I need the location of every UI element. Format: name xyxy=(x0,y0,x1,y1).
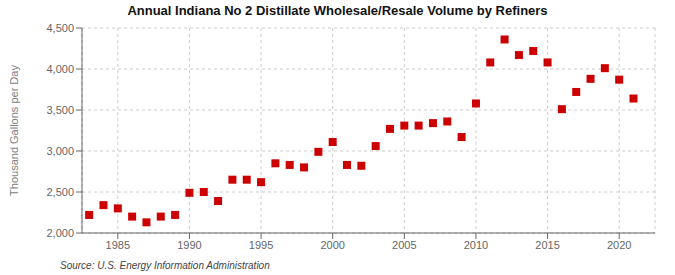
html-text:Source: U.S. Energy Informatio: Source: U.S. Energy Information Administ… xyxy=(60,260,270,271)
svg-text:1985: 1985 xyxy=(106,239,130,251)
svg-text:3,000: 3,000 xyxy=(46,145,74,157)
svg-text:2,000: 2,000 xyxy=(46,227,74,239)
svg-text:2015: 2015 xyxy=(535,239,559,251)
svg-text:3,500: 3,500 xyxy=(46,104,74,116)
svg-text:Thousand Gallons per Day: Thousand Gallons per Day xyxy=(8,65,20,196)
svg-text:1995: 1995 xyxy=(249,239,273,251)
svg-text:1990: 1990 xyxy=(177,239,201,251)
svg-text:2005: 2005 xyxy=(392,239,416,251)
svg-text:2010: 2010 xyxy=(464,239,488,251)
svg-text:4,000: 4,000 xyxy=(46,63,74,75)
svg-text:4,500: 4,500 xyxy=(46,22,74,34)
svg-text:2,500: 2,500 xyxy=(46,186,74,198)
svg-text:2000: 2000 xyxy=(320,239,344,251)
svg-text:2020: 2020 xyxy=(607,239,631,251)
html-text:Annual Indiana No 2 Distillate: Annual Indiana No 2 Distillate Wholesale… xyxy=(127,3,548,18)
